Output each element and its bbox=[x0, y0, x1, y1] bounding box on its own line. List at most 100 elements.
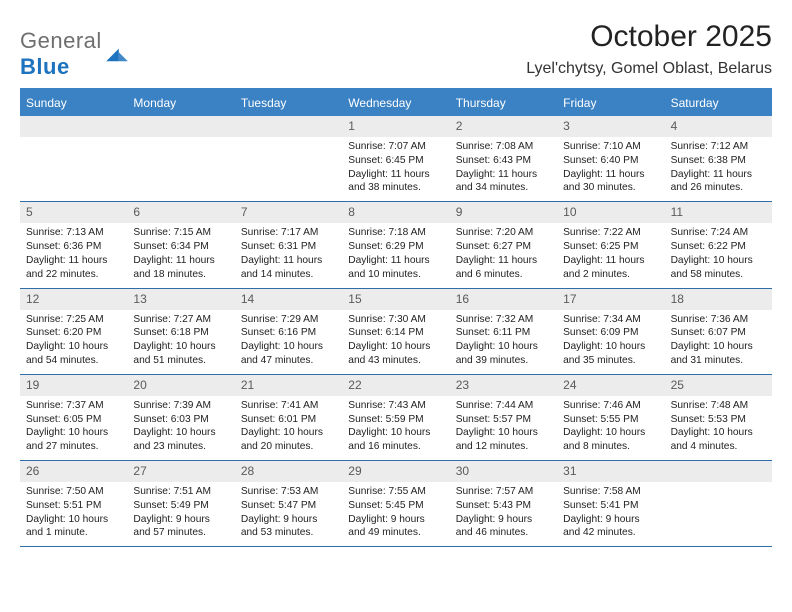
week-row: 5Sunrise: 7:13 AMSunset: 6:36 PMDaylight… bbox=[20, 202, 772, 288]
day-cell: 10 Sunrise: 7:22 AMSunset: 6:25 PMDayligh… bbox=[557, 202, 664, 287]
day-number: 15 bbox=[342, 289, 449, 310]
day-details: Sunrise: 7:24 AMSunset: 6:22 PMDaylight:… bbox=[671, 226, 766, 281]
dow-friday: Friday bbox=[557, 90, 664, 116]
dow-monday: Monday bbox=[127, 90, 234, 116]
day-details: Sunrise: 7:20 AMSunset: 6:27 PMDaylight:… bbox=[456, 226, 551, 281]
day-details: Sunrise: 7:17 AMSunset: 6:31 PMDaylight:… bbox=[241, 226, 336, 281]
day-details: Sunrise: 7:46 AMSunset: 5:55 PMDaylight:… bbox=[563, 399, 658, 454]
day-number: 17 bbox=[557, 289, 664, 310]
day-number: 25 bbox=[665, 375, 772, 396]
brand-triangle-icon bbox=[106, 45, 128, 63]
day-cell: 20 Sunrise: 7:39 AMSunset: 6:03 PMDayligh… bbox=[127, 375, 234, 460]
day-number: 6 bbox=[127, 202, 234, 223]
month-title: October 2025 bbox=[526, 20, 772, 54]
day-details: Sunrise: 7:18 AMSunset: 6:29 PMDaylight:… bbox=[348, 226, 443, 281]
day-details: Sunrise: 7:10 AMSunset: 6:40 PMDaylight:… bbox=[563, 140, 658, 195]
day-details: Sunrise: 7:43 AMSunset: 5:59 PMDaylight:… bbox=[348, 399, 443, 454]
day-number: 19 bbox=[20, 375, 127, 396]
day-details: Sunrise: 7:25 AMSunset: 6:20 PMDaylight:… bbox=[26, 313, 121, 368]
week-row: 26 Sunrise: 7:50 AMSunset: 5:51 PMDayligh… bbox=[20, 461, 772, 547]
day-details: Sunrise: 7:57 AMSunset: 5:43 PMDaylight:… bbox=[456, 485, 551, 540]
day-number-empty bbox=[665, 461, 772, 482]
day-number: 9 bbox=[450, 202, 557, 223]
day-cell: 5Sunrise: 7:13 AMSunset: 6:36 PMDaylight… bbox=[20, 202, 127, 287]
day-cell: 26 Sunrise: 7:50 AMSunset: 5:51 PMDayligh… bbox=[20, 461, 127, 546]
day-number: 14 bbox=[235, 289, 342, 310]
dow-tuesday: Tuesday bbox=[235, 90, 342, 116]
day-details: Sunrise: 7:41 AMSunset: 6:01 PMDaylight:… bbox=[241, 399, 336, 454]
day-details: Sunrise: 7:22 AMSunset: 6:25 PMDaylight:… bbox=[563, 226, 658, 281]
day-details: Sunrise: 7:39 AMSunset: 6:03 PMDaylight:… bbox=[133, 399, 228, 454]
day-cell: 7 Sunrise: 7:17 AMSunset: 6:31 PMDaylight… bbox=[235, 202, 342, 287]
day-number: 10 bbox=[557, 202, 664, 223]
day-number: 12 bbox=[20, 289, 127, 310]
day-details: Sunrise: 7:32 AMSunset: 6:11 PMDaylight:… bbox=[456, 313, 551, 368]
day-number-empty bbox=[20, 116, 127, 137]
location-subtitle: Lyel'chytsy, Gomel Oblast, Belarus bbox=[526, 60, 772, 78]
day-cell: 19 Sunrise: 7:37 AMSunset: 6:05 PMDayligh… bbox=[20, 375, 127, 460]
day-number: 8 bbox=[342, 202, 449, 223]
dow-saturday: Saturday bbox=[665, 90, 772, 116]
day-number: 1 bbox=[342, 116, 449, 137]
day-cell: 23 Sunrise: 7:44 AMSunset: 5:57 PMDayligh… bbox=[450, 375, 557, 460]
title-block: October 2025 Lyel'chytsy, Gomel Oblast, … bbox=[526, 20, 772, 78]
day-cell: 31Sunrise: 7:58 AMSunset: 5:41 PMDayligh… bbox=[557, 461, 664, 546]
day-number: 30 bbox=[450, 461, 557, 482]
page: General Blue October 2025 Lyel'chytsy, G… bbox=[0, 0, 792, 557]
day-number: 23 bbox=[450, 375, 557, 396]
day-details: Sunrise: 7:29 AMSunset: 6:16 PMDaylight:… bbox=[241, 313, 336, 368]
day-number: 7 bbox=[235, 202, 342, 223]
day-details: Sunrise: 7:15 AMSunset: 6:34 PMDaylight:… bbox=[133, 226, 228, 281]
day-number-empty bbox=[235, 116, 342, 137]
day-number: 26 bbox=[20, 461, 127, 482]
day-details: Sunrise: 7:08 AMSunset: 6:43 PMDaylight:… bbox=[456, 140, 551, 195]
brand-logo: General Blue bbox=[20, 20, 128, 80]
day-number: 20 bbox=[127, 375, 234, 396]
day-cell: 17 Sunrise: 7:34 AMSunset: 6:09 PMDayligh… bbox=[557, 289, 664, 374]
day-cell: 14 Sunrise: 7:29 AMSunset: 6:16 PMDayligh… bbox=[235, 289, 342, 374]
day-cell: 28 Sunrise: 7:53 AMSunset: 5:47 PMDayligh… bbox=[235, 461, 342, 546]
day-details: Sunrise: 7:44 AMSunset: 5:57 PMDaylight:… bbox=[456, 399, 551, 454]
day-cell: 8 Sunrise: 7:18 AMSunset: 6:29 PMDaylight… bbox=[342, 202, 449, 287]
day-cell: 16Sunrise: 7:32 AMSunset: 6:11 PMDayligh… bbox=[450, 289, 557, 374]
day-details: Sunrise: 7:34 AMSunset: 6:09 PMDaylight:… bbox=[563, 313, 658, 368]
dow-sunday: Sunday bbox=[20, 90, 127, 116]
day-details: Sunrise: 7:27 AMSunset: 6:18 PMDaylight:… bbox=[133, 313, 228, 368]
day-cell: 11 Sunrise: 7:24 AMSunset: 6:22 PMDayligh… bbox=[665, 202, 772, 287]
day-of-week-header: SundayMondayTuesdayWednesdayThursdayFrid… bbox=[20, 90, 772, 116]
day-number: 4 bbox=[665, 116, 772, 137]
day-cell: 1 Sunrise: 7:07 AMSunset: 6:45 PMDaylight… bbox=[342, 116, 449, 201]
day-details: Sunrise: 7:53 AMSunset: 5:47 PMDaylight:… bbox=[241, 485, 336, 540]
day-cell: 6 Sunrise: 7:15 AMSunset: 6:34 PMDaylight… bbox=[127, 202, 234, 287]
day-details: Sunrise: 7:48 AMSunset: 5:53 PMDaylight:… bbox=[671, 399, 766, 454]
day-cell: 24Sunrise: 7:46 AMSunset: 5:55 PMDayligh… bbox=[557, 375, 664, 460]
day-cell-empty bbox=[665, 461, 772, 546]
day-number: 3 bbox=[557, 116, 664, 137]
day-cell-empty bbox=[235, 116, 342, 201]
day-details: Sunrise: 7:51 AMSunset: 5:49 PMDaylight:… bbox=[133, 485, 228, 540]
dow-thursday: Thursday bbox=[450, 90, 557, 116]
day-number: 13 bbox=[127, 289, 234, 310]
day-cell: 13 Sunrise: 7:27 AMSunset: 6:18 PMDayligh… bbox=[127, 289, 234, 374]
day-cell: 30 Sunrise: 7:57 AMSunset: 5:43 PMDayligh… bbox=[450, 461, 557, 546]
day-number: 29 bbox=[342, 461, 449, 482]
day-details: Sunrise: 7:50 AMSunset: 5:51 PMDaylight:… bbox=[26, 485, 121, 540]
day-number: 11 bbox=[665, 202, 772, 223]
day-number: 28 bbox=[235, 461, 342, 482]
day-details: Sunrise: 7:07 AMSunset: 6:45 PMDaylight:… bbox=[348, 140, 443, 195]
week-row: 12 Sunrise: 7:25 AMSunset: 6:20 PMDayligh… bbox=[20, 289, 772, 375]
day-details: Sunrise: 7:36 AMSunset: 6:07 PMDaylight:… bbox=[671, 313, 766, 368]
day-cell-empty bbox=[20, 116, 127, 201]
day-cell: 4Sunrise: 7:12 AMSunset: 6:38 PMDaylight… bbox=[665, 116, 772, 201]
weeks-container: 1 Sunrise: 7:07 AMSunset: 6:45 PMDaylight… bbox=[20, 116, 772, 547]
week-row: 1 Sunrise: 7:07 AMSunset: 6:45 PMDaylight… bbox=[20, 116, 772, 202]
brand-part2: Blue bbox=[20, 54, 70, 79]
day-cell: 2 Sunrise: 7:08 AMSunset: 6:43 PMDaylight… bbox=[450, 116, 557, 201]
day-number: 27 bbox=[127, 461, 234, 482]
week-row: 19 Sunrise: 7:37 AMSunset: 6:05 PMDayligh… bbox=[20, 375, 772, 461]
day-number: 2 bbox=[450, 116, 557, 137]
calendar: SundayMondayTuesdayWednesdayThursdayFrid… bbox=[20, 88, 772, 547]
day-cell: 15Sunrise: 7:30 AMSunset: 6:14 PMDayligh… bbox=[342, 289, 449, 374]
day-details: Sunrise: 7:13 AMSunset: 6:36 PMDaylight:… bbox=[26, 226, 121, 281]
day-details: Sunrise: 7:37 AMSunset: 6:05 PMDaylight:… bbox=[26, 399, 121, 454]
